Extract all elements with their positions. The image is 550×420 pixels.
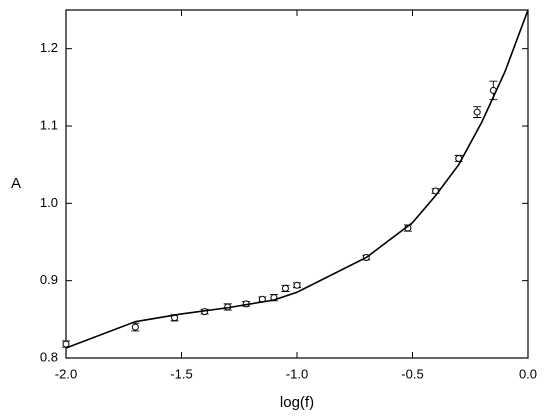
data-point <box>281 284 289 292</box>
data-point <box>62 340 70 348</box>
x-tick-label: -2.0 <box>55 366 77 381</box>
data-point <box>473 108 481 116</box>
x-tick-label: -0.5 <box>401 366 423 381</box>
y-tick-label: 1.0 <box>40 195 58 210</box>
x-tick-label: -1.5 <box>170 366 192 381</box>
y-tick-label: 1.2 <box>40 40 58 55</box>
x-axis-title: log(f) <box>280 394 314 411</box>
y-tick-label: 0.8 <box>40 349 58 364</box>
x-tick-label: -1.0 <box>286 366 308 381</box>
x-tick-label: 0.0 <box>519 366 537 381</box>
y-tick-label: 1.1 <box>40 117 58 132</box>
fit-line <box>65 9 529 349</box>
data-point <box>131 323 139 331</box>
y-tick-label: 0.9 <box>40 272 58 287</box>
plot-frame <box>65 9 529 359</box>
data-point <box>293 281 301 289</box>
y-axis-title: A <box>11 175 21 192</box>
